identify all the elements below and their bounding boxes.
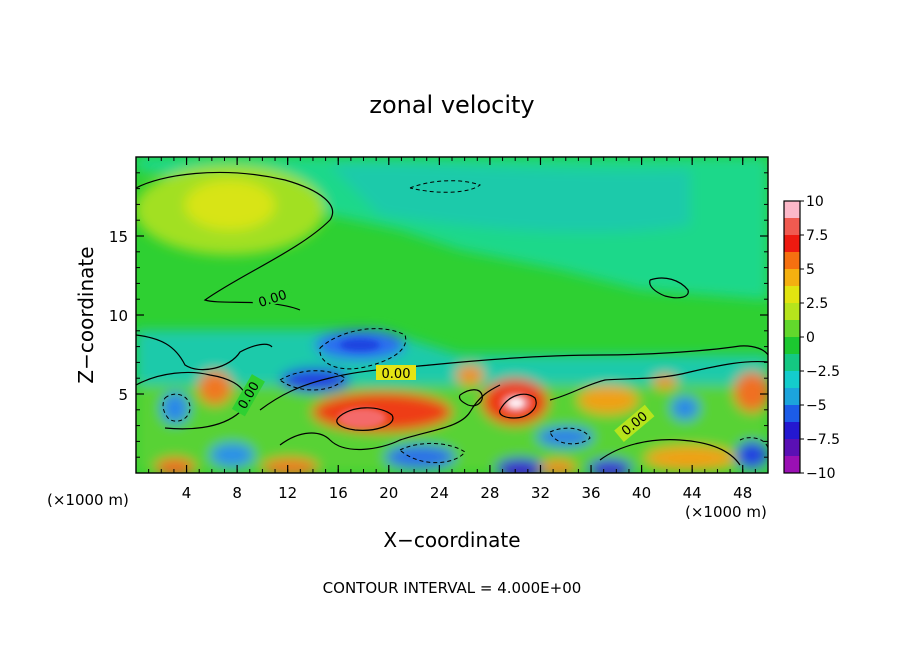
x-tick-label: 24 [430,484,449,502]
x-tick-label: 12 [278,484,297,502]
y-axis-label: Z−coordinate [74,246,98,383]
colorbar-tick-label: −5 [806,398,827,414]
colorbar-tick-label: 7.5 [806,228,828,244]
colorbar-tick-label: −7.5 [806,432,840,448]
colorbar-swatch [784,201,800,219]
colorbar-swatch [784,456,800,474]
colorbar-swatch [784,269,800,287]
colorbar-swatch [784,218,800,236]
x-unit-left: (×1000 m) [47,491,129,509]
colorbar-swatch [784,303,800,321]
x-tick-label: 28 [480,484,499,502]
colorbar-swatch [784,371,800,389]
x-tick-label: 48 [733,484,752,502]
axis-minor-ticks [135,156,769,474]
colorbar-swatch [784,337,800,355]
x-tick-label: 20 [379,484,398,502]
colorbar-swatch [784,405,800,423]
colorbar-tick-label: 0 [806,330,815,346]
x-tick-label: 8 [232,484,242,502]
colorbar-swatch [784,235,800,253]
colorbar-swatch [784,388,800,406]
colorbar-tick-label: 10 [806,194,824,210]
x-axis-label: X−coordinate [383,528,520,552]
x-tick-label: 36 [581,484,600,502]
colorbar-tick-label: 5 [806,262,815,278]
colorbar: 10 7.5 5 2.5 0 −2.5 −5 −7.5 −10 [783,194,840,482]
y-tick-label: 5 [118,386,128,404]
colorbar-swatch [784,252,800,270]
field-blobs [136,157,768,473]
contour-interval-note: CONTOUR INTERVAL = 4.000E+00 [323,579,582,597]
y-tick-label: 15 [109,228,128,246]
colorbar-tick-label: −2.5 [806,364,840,380]
field-cores [338,339,532,428]
chart-title: zonal velocity [369,91,534,119]
x-tick-label: 32 [531,484,550,502]
x-tick-label: 40 [632,484,651,502]
contour-lines [136,171,768,466]
colorbar-swatch [784,286,800,304]
colorbar-tick-label: 2.5 [806,296,828,312]
x-tick-label: 4 [182,484,192,502]
x-unit-right: (×1000 m) [685,503,767,521]
colorbar-tick-label: −10 [806,466,836,482]
colorbar-swatch [784,354,800,372]
x-tick-label: 44 [683,484,702,502]
plot-area: 0.00 0.00 0.00 0.00 [136,157,768,473]
contour-lines-negative [162,180,768,464]
colorbar-swatch [784,320,800,338]
x-tick-label: 16 [329,484,348,502]
colorbar-swatch [784,439,800,457]
y-tick-label: 10 [109,307,128,325]
contour-label: 0.00 [382,367,411,382]
colorbar-swatch [784,422,800,440]
